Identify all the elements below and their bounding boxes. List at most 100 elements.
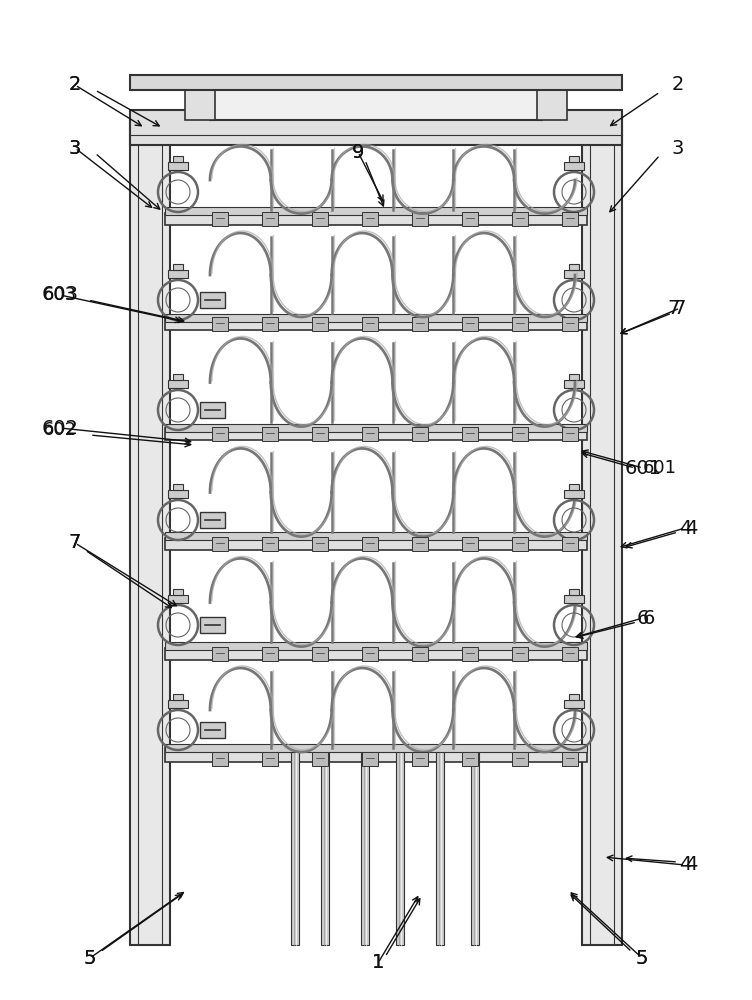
Bar [564, 162, 584, 170]
Bar [512, 212, 528, 226]
Bar [173, 484, 183, 490]
Bar [200, 402, 225, 418]
Bar [562, 212, 578, 226]
Bar [168, 270, 188, 278]
Bar [562, 752, 578, 766]
Bar [173, 264, 183, 270]
Bar [569, 264, 579, 270]
Text: 3: 3 [69, 138, 81, 157]
Bar [165, 744, 587, 752]
Bar [165, 538, 587, 550]
Bar [412, 427, 428, 441]
Text: 7: 7 [69, 534, 81, 552]
Bar [462, 537, 478, 551]
Bar [262, 317, 278, 331]
Bar [362, 752, 378, 766]
Bar [168, 162, 188, 170]
Bar [412, 317, 428, 331]
Bar [582, 115, 622, 945]
Bar [200, 617, 225, 633]
Bar [262, 537, 278, 551]
Bar [362, 317, 378, 331]
Bar [562, 537, 578, 551]
Text: 5: 5 [635, 948, 648, 968]
Bar [262, 647, 278, 661]
Bar [412, 212, 428, 226]
Bar [436, 745, 444, 945]
Bar [130, 75, 622, 90]
Bar [512, 537, 528, 551]
Bar [312, 537, 328, 551]
Bar [212, 537, 228, 551]
Bar [212, 212, 228, 226]
Text: 601: 601 [624, 458, 662, 478]
Bar [165, 648, 587, 660]
Bar [564, 700, 584, 708]
Bar [212, 427, 228, 441]
Text: 5: 5 [83, 948, 96, 968]
Bar [165, 314, 587, 322]
Bar [212, 752, 228, 766]
Text: 603: 603 [43, 286, 77, 304]
Bar [569, 589, 579, 595]
Bar [569, 374, 579, 380]
Text: 5: 5 [635, 948, 648, 968]
Bar [312, 647, 328, 661]
Bar [512, 427, 528, 441]
Text: 603: 603 [41, 286, 78, 304]
Bar [210, 78, 542, 120]
Text: 7: 7 [668, 298, 680, 318]
Bar [412, 537, 428, 551]
Bar [562, 647, 578, 661]
Bar [165, 642, 587, 650]
Bar [569, 484, 579, 490]
Bar [564, 270, 584, 278]
Text: 1: 1 [371, 954, 384, 972]
Bar [312, 752, 328, 766]
Bar [412, 647, 428, 661]
Bar [291, 745, 299, 945]
Bar [212, 647, 228, 661]
Bar [362, 537, 378, 551]
Bar [165, 318, 587, 330]
Text: 3: 3 [672, 138, 684, 157]
Bar [462, 317, 478, 331]
Bar [396, 745, 404, 945]
Bar [130, 115, 170, 945]
Bar [562, 317, 578, 331]
Text: 5: 5 [83, 948, 96, 968]
Bar [562, 427, 578, 441]
Bar [185, 90, 215, 120]
Bar [165, 207, 587, 215]
Text: 601: 601 [643, 459, 677, 477]
Bar [512, 752, 528, 766]
Text: 2: 2 [69, 76, 81, 95]
Bar [212, 317, 228, 331]
Bar [412, 752, 428, 766]
Bar [564, 595, 584, 603]
Bar [537, 90, 567, 120]
Bar [512, 647, 528, 661]
Text: 2: 2 [69, 76, 81, 95]
Bar [262, 752, 278, 766]
Text: 602: 602 [41, 418, 78, 438]
Bar [200, 722, 225, 738]
Bar [512, 317, 528, 331]
Text: 2: 2 [672, 76, 684, 95]
Text: 4: 4 [685, 518, 697, 538]
Text: 6: 6 [643, 608, 656, 628]
Bar [569, 694, 579, 700]
Bar [200, 292, 225, 308]
Bar [321, 745, 329, 945]
Text: 602: 602 [43, 421, 77, 439]
Bar [168, 595, 188, 603]
Bar [173, 694, 183, 700]
Bar [362, 647, 378, 661]
Bar [168, 490, 188, 498]
Bar [130, 110, 622, 145]
Bar [564, 490, 584, 498]
Bar [361, 745, 369, 945]
Bar [165, 428, 587, 440]
Bar [262, 212, 278, 226]
Text: 3: 3 [69, 138, 81, 157]
